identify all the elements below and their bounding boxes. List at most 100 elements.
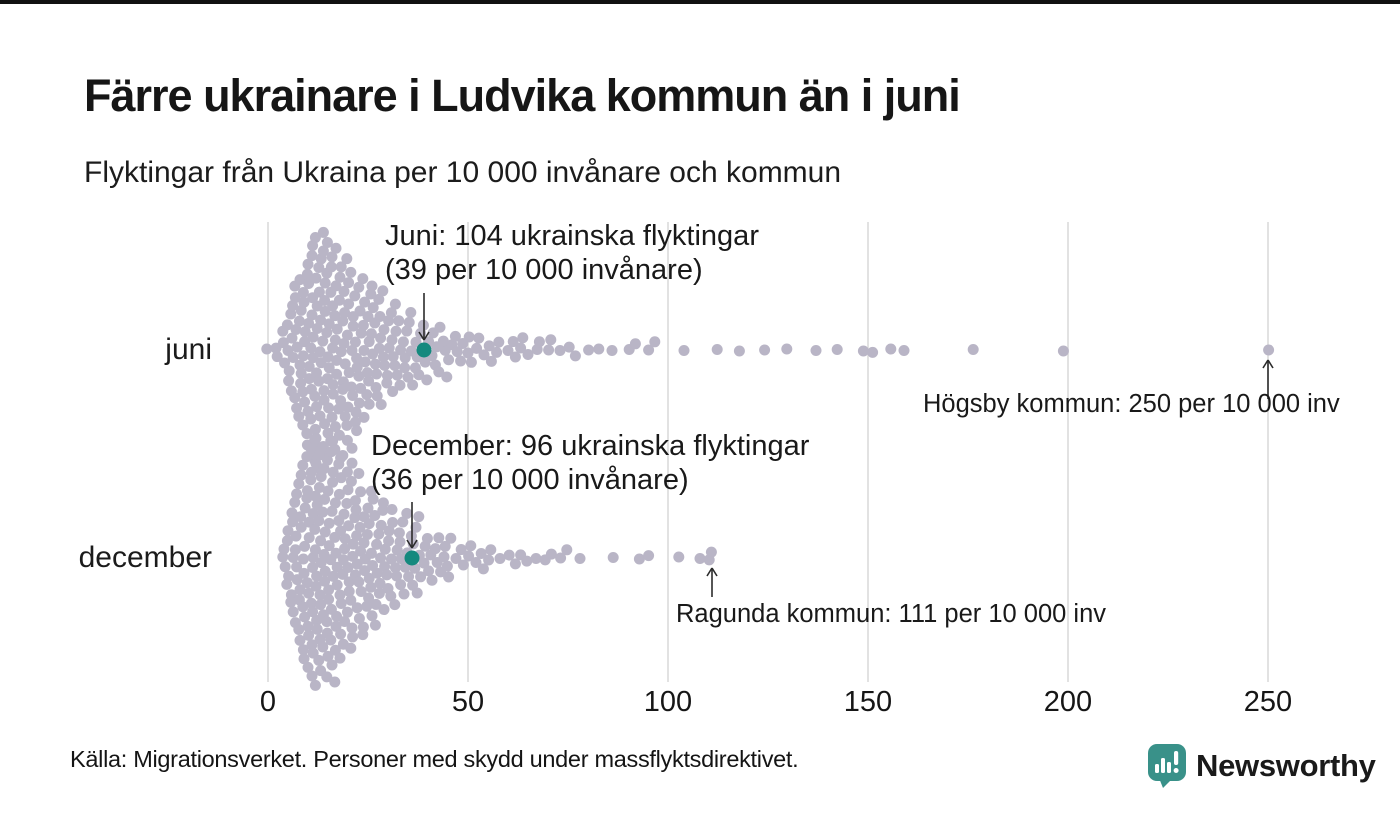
swarm-dot xyxy=(303,532,315,544)
swarm-dot xyxy=(463,331,475,343)
swarm-dot xyxy=(315,599,327,611)
swarm-dot xyxy=(449,330,461,342)
swarm-dot xyxy=(357,629,369,641)
swarm-dot xyxy=(433,532,445,544)
swarm-dot xyxy=(321,671,333,683)
swarm-dot xyxy=(409,562,421,574)
swarm-dot xyxy=(281,319,293,331)
swarm-dot xyxy=(351,602,363,614)
swarm-dot xyxy=(322,351,334,363)
swarm-dot xyxy=(361,600,373,612)
swarm-dot xyxy=(326,411,338,423)
swarm-dot xyxy=(363,518,375,530)
swarm-dot xyxy=(375,399,387,411)
swarm-dot xyxy=(509,558,521,570)
swarm-dot xyxy=(294,584,306,596)
swarm-dot xyxy=(323,318,335,330)
swarm-dot xyxy=(389,599,401,611)
swarm-dot xyxy=(574,553,586,564)
swarm-dot xyxy=(391,369,403,381)
swarm-dot xyxy=(387,516,399,528)
swarm-dot xyxy=(346,457,358,469)
swarm-dot xyxy=(326,505,338,517)
swarm-dot xyxy=(503,549,515,561)
swarm-dot xyxy=(290,324,302,336)
swarm-dot xyxy=(313,515,325,527)
swarm-dot xyxy=(606,345,618,356)
swarm-dot xyxy=(338,285,350,297)
swarm-dot xyxy=(607,552,619,563)
swarm-dot xyxy=(297,644,309,656)
swarm-dot xyxy=(297,286,309,298)
swarm-dot xyxy=(509,351,521,363)
swarm-dot xyxy=(885,343,897,355)
x-tick-label: 100 xyxy=(643,686,693,718)
swarm-dot xyxy=(319,526,331,538)
swarm-dot xyxy=(358,345,370,356)
swarm-dot xyxy=(307,561,319,573)
swarm-dot xyxy=(451,346,463,358)
swarm-dot xyxy=(285,596,297,608)
swarm-dot xyxy=(294,634,306,646)
swarm-dot xyxy=(313,261,325,273)
swarm-dot xyxy=(309,490,321,502)
swarm-dot xyxy=(343,585,355,597)
swarm-dot xyxy=(483,340,495,352)
swarm-dot xyxy=(341,329,353,341)
swarm-dot xyxy=(387,386,399,398)
swarm-dot xyxy=(343,298,355,310)
swarm-dot xyxy=(319,493,331,505)
swarm-dot xyxy=(303,317,315,329)
swarm-dot xyxy=(351,530,363,542)
swarm-dot xyxy=(319,575,331,587)
swarm-dot xyxy=(311,401,323,413)
chart-line xyxy=(418,331,425,341)
swarm-dot xyxy=(331,610,343,622)
swarm-dot xyxy=(517,332,529,344)
swarm-dot xyxy=(327,379,339,391)
source-note: Källa: Migrationsverket. Personer med sk… xyxy=(70,746,799,772)
swarm-dot xyxy=(363,375,375,387)
swarm-dot xyxy=(593,343,605,355)
chart-line xyxy=(406,539,413,549)
swarm-dot xyxy=(311,367,323,379)
swarm-dot xyxy=(407,379,419,391)
swarm-dot xyxy=(354,305,366,317)
swarm-dot xyxy=(323,593,335,605)
swarm-dot xyxy=(334,589,346,601)
swarm-dot xyxy=(319,418,331,430)
swarm-dot xyxy=(329,334,341,346)
swarm-dot xyxy=(389,359,401,371)
swarm-dot xyxy=(297,601,309,613)
swarm-dot xyxy=(477,563,489,575)
swarm-dot xyxy=(327,435,339,447)
swarm-dot xyxy=(366,610,378,622)
swarm-dot xyxy=(373,342,385,354)
swarm-dot xyxy=(342,484,354,496)
swarm-dot xyxy=(342,561,354,573)
swarm-dot xyxy=(391,570,403,582)
swarm-dot xyxy=(390,325,402,337)
swarm-dot xyxy=(301,485,313,497)
swarm-dot xyxy=(545,548,557,560)
swarm-dot xyxy=(363,592,375,604)
swarm-dot xyxy=(473,332,485,344)
swarm-dot xyxy=(347,631,359,643)
swarm-dot xyxy=(522,348,534,360)
annotation-juni-line1: Juni: 104 ukrainska flyktingar xyxy=(385,220,759,252)
swarm-dot xyxy=(309,423,321,435)
swarm-dot xyxy=(339,307,351,319)
swarm-dot xyxy=(393,315,405,327)
swarm-dot xyxy=(349,336,361,348)
swarm-dot xyxy=(370,598,382,610)
swarm-dot xyxy=(326,659,338,671)
swarm-dot xyxy=(583,344,595,356)
highlight-dot-december xyxy=(404,550,420,566)
swarm-dot xyxy=(413,511,425,523)
swarm-dot xyxy=(331,354,343,366)
swarm-dot xyxy=(371,567,383,579)
swarm-dot xyxy=(329,421,341,433)
swarm-dot xyxy=(297,386,309,398)
swarm-dot xyxy=(309,433,321,445)
swarm-dot xyxy=(543,344,555,356)
